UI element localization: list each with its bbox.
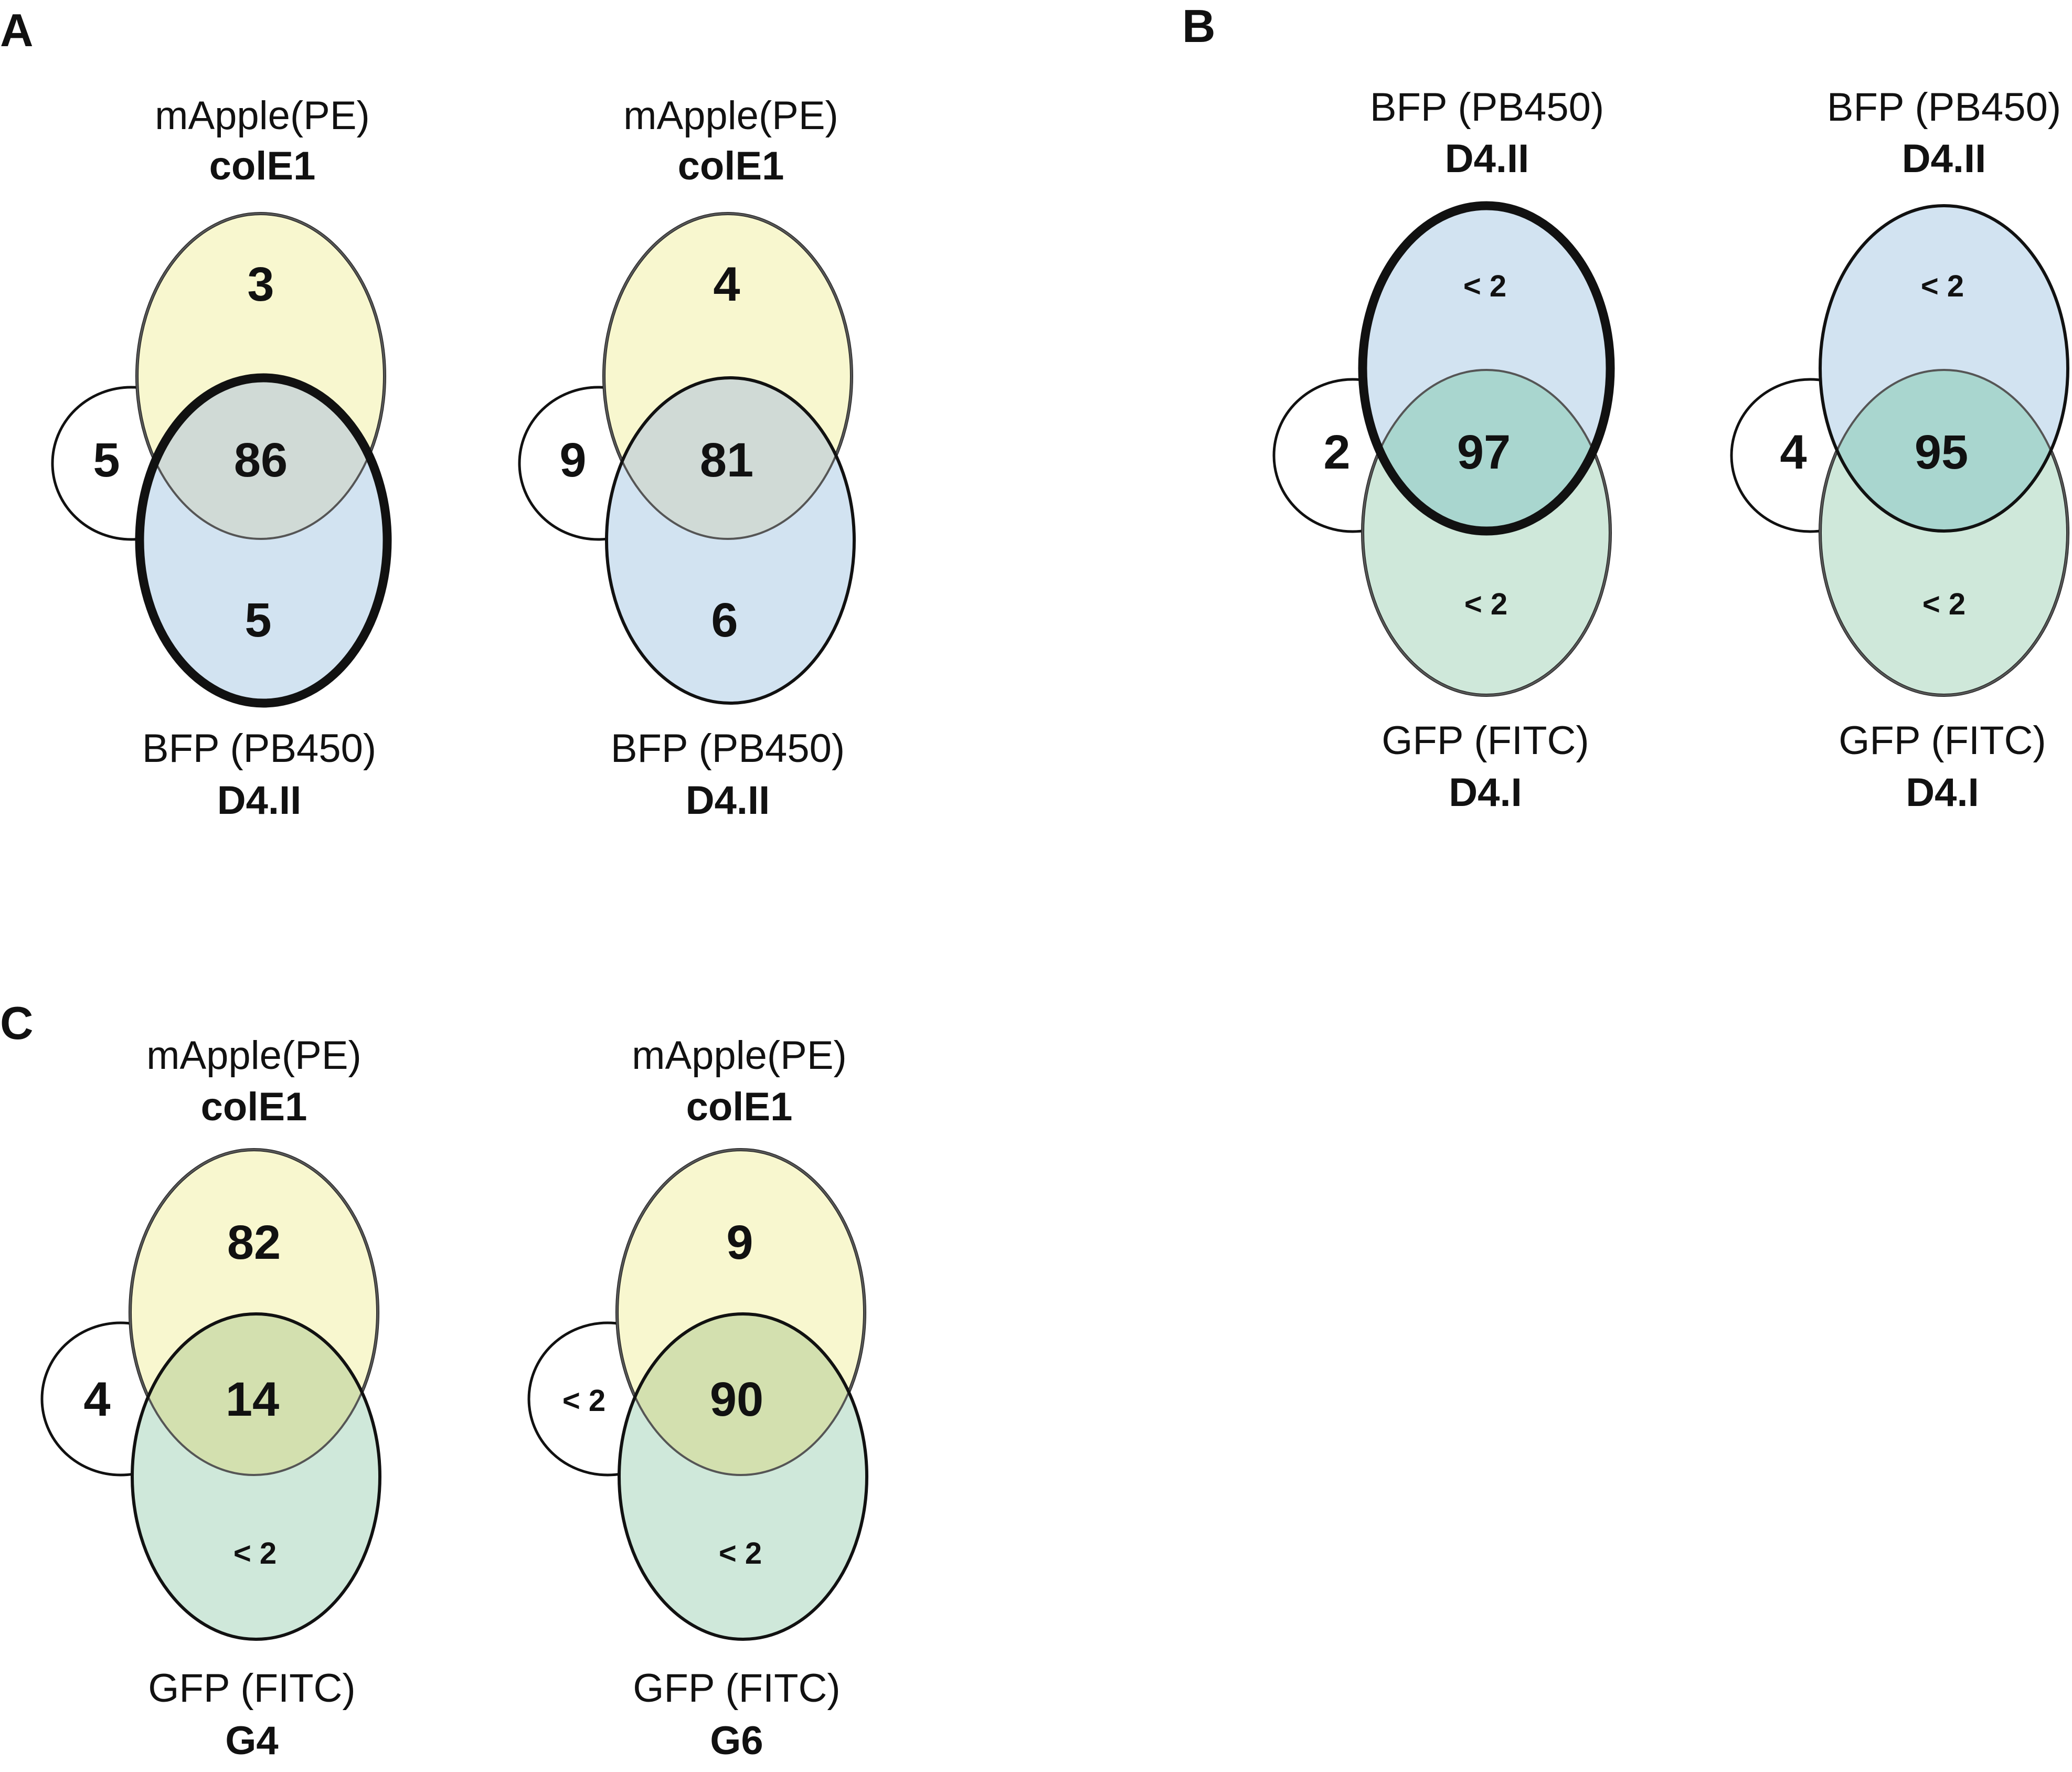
panel-label-a: A	[0, 4, 34, 56]
venn-c1-overlap-value: 14	[226, 1373, 279, 1426]
venn-a2-top-outline-inner	[603, 213, 853, 540]
venn-a1-top-outline-inner	[136, 213, 386, 540]
venn-c2-bottom-outline	[618, 1312, 868, 1641]
venn-b2-bottom-outline-inner	[1819, 369, 2069, 696]
venn-b2-bottom-name: D4.I	[1906, 770, 1979, 815]
venn-b1: BFP (PB450) D4.II < 2 97 < 2 2 GFP (FITC…	[1272, 85, 1615, 815]
venn-a2-bottom-only-value: 6	[711, 593, 738, 647]
venn-a1-overlap-region	[140, 378, 385, 539]
venn-c2-overlap-value: 90	[710, 1373, 763, 1426]
venn-c1-bottom-only-value: < 2	[233, 1536, 277, 1571]
venn-b2-top-outline	[1819, 204, 2069, 533]
venn-b2-bottom-fluor: GFP (FITC)	[1839, 718, 2046, 763]
venn-b2: BFP (PB450) D4.II < 2 95 < 2 4 GFP (FITC…	[1730, 85, 2069, 815]
venn-c1: mApple(PE) colE1 82 14 < 2 4 GFP (FITC) …	[40, 1033, 381, 1763]
venn-a2-bottom-fluor: BFP (PB450)	[611, 726, 845, 771]
venn-a1-top-only-value: 3	[247, 258, 274, 311]
venn-b2-overlap-region	[1820, 370, 2068, 531]
venn-a1-bottom-fluor: BFP (PB450)	[142, 726, 376, 771]
venn-a1-bottom-only-value: 5	[245, 593, 271, 647]
venn-c1-bottom-outline	[131, 1312, 381, 1641]
venn-b1-top-fluor: BFP (PB450)	[1370, 85, 1604, 130]
venn-a2-bottom-name: D4.II	[686, 778, 770, 823]
venn-b2-top-only-value: < 2	[1921, 269, 1964, 303]
venn-c1-bottom-name: G4	[225, 1718, 278, 1763]
venn-a2-bottom-outline	[605, 376, 856, 705]
venn-b1-bottom-name: D4.I	[1449, 770, 1522, 815]
venn-a1-top-fluor: mApple(PE)	[155, 93, 370, 138]
venn-c2-neither-value: < 2	[562, 1384, 605, 1418]
panel-label-c: C	[0, 997, 34, 1049]
venn-b1-top-only-value: < 2	[1463, 269, 1506, 303]
venn-a1-bottom-outline	[135, 373, 392, 708]
venn-a1-top-name: colE1	[209, 144, 316, 188]
venn-c2-top-name: colE1	[686, 1085, 793, 1129]
venn-b1-overlap-value: 97	[1457, 426, 1511, 479]
venn-c1-top-name: colE1	[201, 1085, 307, 1129]
venn-b1-bottom-fluor: GFP (FITC)	[1382, 718, 1589, 763]
venn-b1-top-outline	[1358, 201, 1615, 536]
venn-c2-overlap-region	[619, 1314, 865, 1475]
venn-c2-top-outline-inner	[616, 1149, 866, 1476]
venn-b1-bottom-outline-inner	[1362, 369, 1611, 696]
venn-c1-neither-value: 4	[83, 1373, 110, 1426]
venn-b2-bottom-only-value: < 2	[1922, 587, 1965, 621]
venn-a2-top-name: colE1	[678, 144, 784, 188]
venn-c2-top-fluor: mApple(PE)	[632, 1033, 847, 1078]
venn-c2-top-only-value: 9	[726, 1216, 753, 1269]
venn-a2-overlap-region	[607, 378, 852, 539]
venn-c2: mApple(PE) colE1 9 90 < 2 < 2 GFP (FITC)…	[527, 1033, 868, 1763]
venn-c2-bottom-name: G6	[710, 1718, 763, 1763]
venn-b1-neither-value: 2	[1323, 426, 1350, 479]
venn-c2-bottom-only-value: < 2	[719, 1536, 762, 1571]
venn-a1-bottom-name: D4.II	[217, 778, 302, 823]
venn-c1-bottom-fluor: GFP (FITC)	[148, 1666, 355, 1711]
panel-label-b: B	[1182, 0, 1216, 52]
venn-c1-top-fluor: mApple(PE)	[146, 1033, 362, 1078]
venn-b2-neither-value: 4	[1780, 426, 1807, 479]
venn-b1-overlap-region	[1363, 370, 1610, 531]
venn-a2-top-fluor: mApple(PE)	[623, 93, 838, 138]
venn-b2-top-name: D4.II	[1902, 136, 1986, 181]
venn-a2-neither-value: 9	[559, 433, 586, 487]
venn-a1: mApple(PE) colE1 3 86 5 5 BFP (PB450) D4…	[51, 93, 392, 823]
venn-a1-neither-value: 5	[93, 433, 120, 487]
venn-c1-overlap-region	[132, 1314, 378, 1475]
venn-b1-top-name: D4.II	[1445, 136, 1529, 181]
venn-b2-top-fluor: BFP (PB450)	[1827, 85, 2061, 130]
venn-a1-overlap-value: 86	[234, 433, 288, 487]
venn-c1-top-outline-inner	[129, 1149, 379, 1476]
venn-b2-overlap-value: 95	[1915, 426, 1968, 479]
venn-c1-top-only-value: 82	[227, 1216, 281, 1269]
venn-a2: mApple(PE) colE1 4 81 6 9 BFP (PB450) D4…	[518, 93, 856, 823]
venn-a2-top-only-value: 4	[713, 258, 740, 311]
venn-a2-overlap-value: 81	[700, 433, 753, 487]
venn-b1-bottom-only-value: < 2	[1464, 587, 1507, 621]
venn-c2-bottom-fluor: GFP (FITC)	[633, 1666, 840, 1711]
